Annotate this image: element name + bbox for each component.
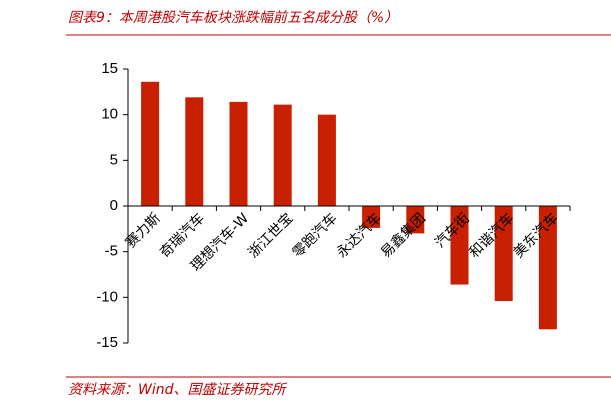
bar <box>362 206 381 228</box>
bar <box>450 206 469 285</box>
y-tick-label: 15 <box>101 60 118 77</box>
bar <box>406 206 425 234</box>
x-tick-label: 零跑汽车 <box>289 210 341 262</box>
bar <box>185 97 204 206</box>
bar <box>141 81 160 206</box>
source-note: 资料来源：Wind、国盛证券研究所 <box>68 382 287 398</box>
bar <box>273 104 292 206</box>
x-tick-label: 易鑫集团 <box>377 210 429 262</box>
y-tick-label: 0 <box>110 197 118 214</box>
x-tick-label: 赛力斯 <box>123 210 164 251</box>
y-tick-label: -15 <box>96 334 118 351</box>
x-tick-label: 永达汽车 <box>333 210 385 262</box>
y-tick-label: -5 <box>105 243 118 260</box>
y-tick-label: 10 <box>101 106 118 123</box>
y-tick-label: -10 <box>96 288 118 305</box>
bar <box>229 101 248 206</box>
bar <box>538 206 557 330</box>
chart-title: 图表9：本周港股汽车板块涨跌幅前五名成分股（%） <box>68 10 398 26</box>
bar <box>494 206 513 301</box>
bar <box>317 114 336 206</box>
y-tick-label: 5 <box>110 151 118 168</box>
x-tick-label: 浙江世宝 <box>245 210 296 261</box>
